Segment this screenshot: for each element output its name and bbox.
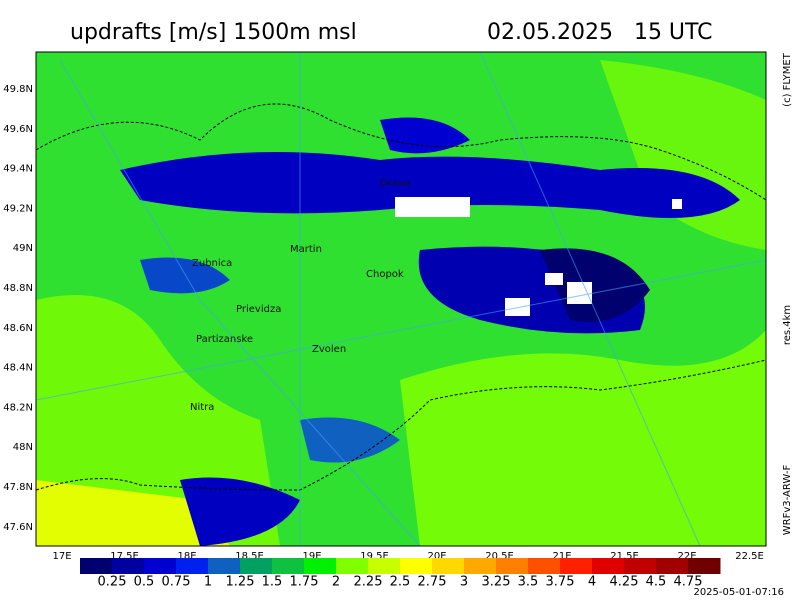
places: Orava Martin Zubnica Chopok Prievidza Partiza… [190, 178, 410, 413]
colorbar-swatch [592, 558, 625, 574]
lon-label: 18E [177, 551, 196, 562]
datetime: 02.05.2025 15 UTC [487, 20, 713, 45]
colorbar-swatch [80, 558, 113, 574]
colorbar-label: 3.25 [482, 575, 511, 590]
colorbar-label: 1.5 [262, 575, 283, 590]
colorbar-label: 2 [332, 575, 340, 590]
colorbar-label: 1 [204, 575, 212, 590]
colorbar-swatch [624, 558, 657, 574]
colorbar-label: 1.25 [226, 575, 255, 590]
place-label: Chopok [366, 269, 404, 280]
lat-label: 49.4N [3, 164, 33, 175]
place-label: Zvolen [312, 344, 346, 355]
colorbar-swatch [208, 558, 241, 574]
place-label: Zubnica [192, 258, 232, 269]
place-label: Nitra [190, 402, 214, 413]
colorbar-swatch [144, 558, 177, 574]
place-label: Partizanske [196, 334, 253, 345]
lat-label: 49.6N [3, 124, 33, 135]
colorbar-swatch [112, 558, 145, 574]
map-frame [35, 51, 767, 547]
colorbar-swatch [304, 558, 337, 574]
colorbar-label: 2.75 [418, 575, 447, 590]
title: updrafts [m/s] 1500m msl [70, 20, 357, 45]
longitude-labels: 17E 17.5E 18E 18.5E 19E 19.5E 20E 20.5E 21E 21.5E… [52, 551, 763, 562]
colorbar-label: 0.5 [134, 575, 155, 590]
lat-label: 48N [13, 442, 33, 453]
colorbar-label: 4.5 [646, 575, 667, 590]
colorbar: 0.25 0.5 0.75 1 1.25 1.5 1.75 2 2.25 2.5 2.75 3 3.25… [80, 558, 721, 590]
lon-label: 18.5E [235, 551, 264, 562]
colorbar-swatch [272, 558, 305, 574]
colorbar-label: 2.25 [354, 575, 383, 590]
lon-label: 20E [427, 551, 446, 562]
lon-label: 21.5E [610, 551, 639, 562]
colorbar-label: 4.25 [610, 575, 639, 590]
latitude-labels: 49.8N 49.6N 49.4N 49.2N 49N 48.8N 48.6N 48.4N 48… [3, 84, 33, 533]
lat-label: 47.6N [3, 522, 33, 533]
colorbar-label: 4.75 [674, 575, 703, 590]
lon-label: 21E [552, 551, 571, 562]
lat-label: 48.4N [3, 363, 33, 374]
colorbar-label: 4 [588, 575, 596, 590]
lon-label: 22.5E [735, 551, 764, 562]
colorbar-label: 1.75 [290, 575, 319, 590]
colorbar-swatch [240, 558, 273, 574]
lat-label: 47.8N [3, 482, 33, 493]
map-field [36, 52, 766, 546]
place-label: Orava [380, 178, 410, 189]
lat-label: 48.2N [3, 402, 33, 413]
lon-label: 17.5E [110, 551, 139, 562]
lon-label: 17E [52, 551, 71, 562]
colorbar-label: 2.5 [390, 575, 411, 590]
colorbar-label: 0.75 [162, 575, 191, 590]
colorbar-label: 3.5 [518, 575, 539, 590]
lat-label: 48.8N [3, 283, 33, 294]
colorbar-swatch [400, 558, 433, 574]
lon-label: 19.5E [360, 551, 389, 562]
model: WRFv3-ARW-F [782, 465, 793, 536]
colorbar-swatch [464, 558, 497, 574]
colorbar-swatch [656, 558, 689, 574]
colorbar-swatch [688, 558, 721, 574]
place-label: Martin [290, 244, 322, 255]
colorbar-swatch [528, 558, 561, 574]
colorbar-swatch [496, 558, 529, 574]
colorbar-swatch [368, 558, 401, 574]
colorbar-label: 0.25 [98, 575, 127, 590]
colorbar-swatch [336, 558, 369, 574]
lat-label: 49.8N [3, 84, 33, 95]
lat-label: 49.2N [3, 203, 33, 214]
lon-label: 22E [677, 551, 696, 562]
lon-label: 20.5E [485, 551, 514, 562]
colorbar-swatch [432, 558, 465, 574]
colorbar-swatch [560, 558, 593, 574]
lat-label: 48.6N [3, 323, 33, 334]
lon-label: 19E [302, 551, 321, 562]
copyright: (c) FLYMET [782, 52, 793, 107]
lat-label: 49N [13, 243, 33, 254]
resolution: res.4km [782, 305, 793, 345]
timestamp: 2025-05-01-07:16 [693, 587, 784, 598]
colorbar-label: 3 [460, 575, 468, 590]
place-label: Prievidza [236, 304, 281, 315]
colorbar-label: 3.75 [546, 575, 575, 590]
colorbar-swatch [176, 558, 209, 574]
